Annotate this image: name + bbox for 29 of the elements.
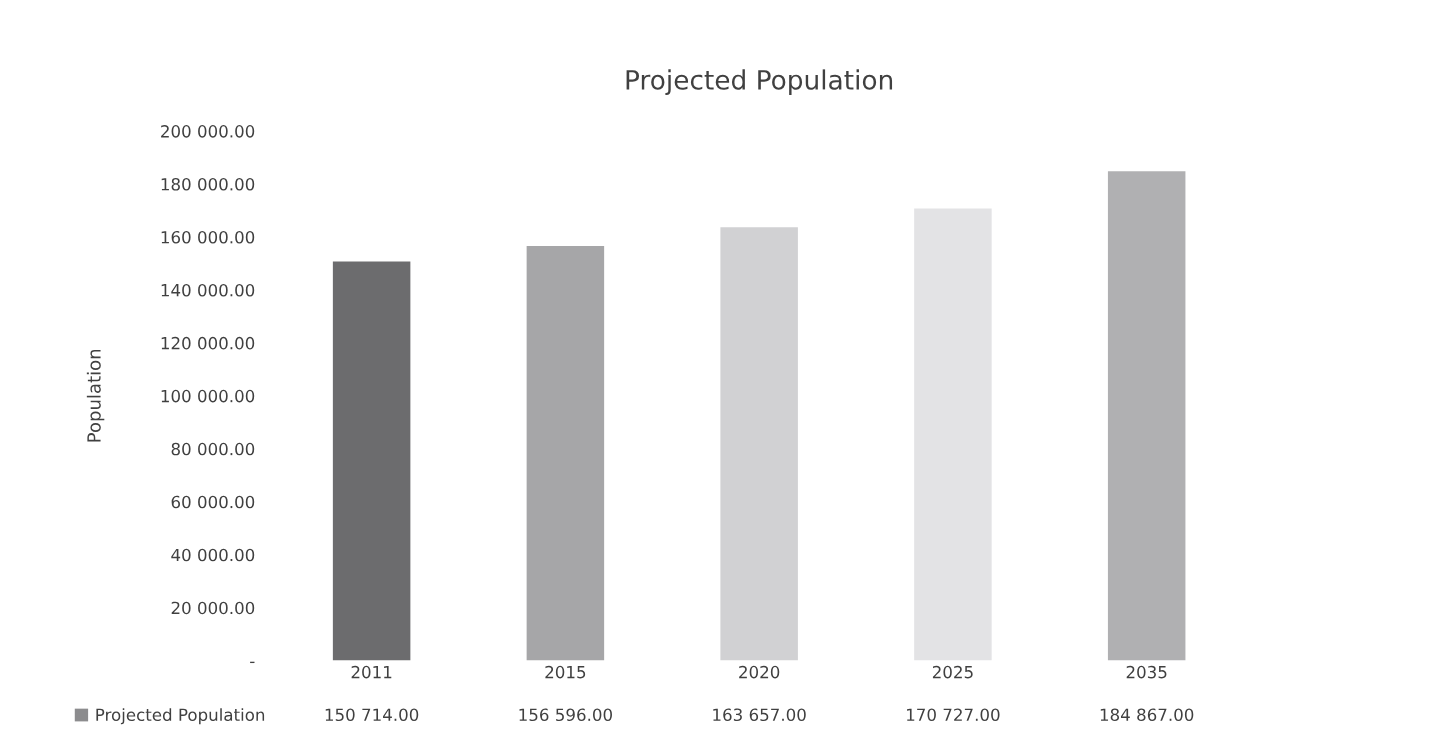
y-tick-label: 40 000.00 [171, 548, 255, 562]
x-tick-label: 2020 [739, 665, 780, 679]
y-tick-label: 140 000.00 [161, 283, 255, 297]
y-tick-label: 80 000.00 [171, 442, 255, 456]
bar [720, 227, 798, 661]
bar [1107, 171, 1186, 661]
y-tick-label: 120 000.00 [161, 336, 255, 350]
y-tick-label: 200 000.00 [161, 125, 255, 138]
y-axis-title: Population [86, 349, 105, 442]
data-label: 156 596.00 [519, 708, 612, 722]
y-tick-label: 20 000.00 [171, 601, 255, 615]
x-tick-label: 2035 [1126, 665, 1167, 679]
y-tick-label: - [250, 661, 255, 664]
y-tick-label: 60 000.00 [171, 495, 255, 509]
x-tick-label: 2011 [351, 665, 392, 679]
y-tick-label: 180 000.00 [161, 177, 255, 191]
data-label: 170 727.00 [907, 708, 1000, 722]
x-tick-label: 2015 [545, 665, 586, 679]
data-label: 150 714.00 [325, 708, 419, 722]
bar [526, 246, 605, 661]
x-tick-label: 2025 [932, 665, 973, 679]
y-tick-label: 160 000.00 [161, 230, 255, 244]
bar [332, 261, 411, 661]
bar [914, 208, 992, 661]
y-tick-label: 100 000.00 [161, 389, 255, 403]
data-label: 163 657.00 [713, 708, 806, 722]
data-label: 184 867.00 [1100, 708, 1194, 722]
text: Projected Population [96, 708, 265, 725]
chart-title: Projected Population [626, 69, 893, 95]
